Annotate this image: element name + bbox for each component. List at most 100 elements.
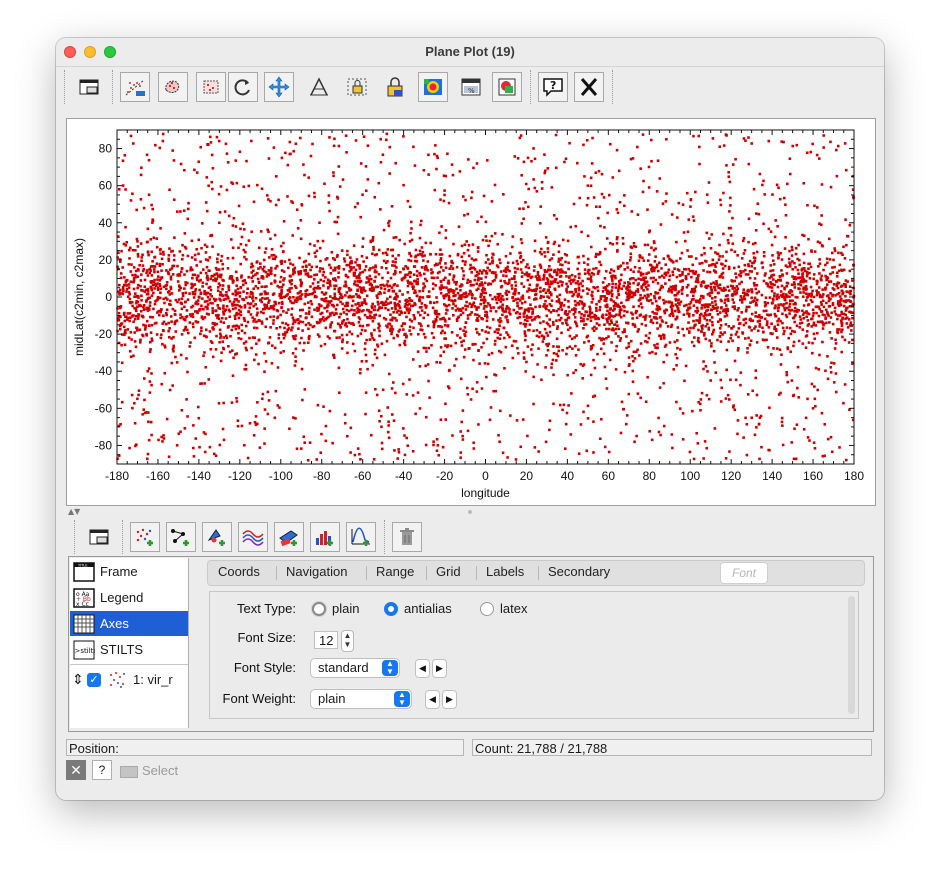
data-point [734,272,737,275]
rotate-icon[interactable] [228,72,258,102]
data-point [402,276,405,280]
data-point [277,333,281,336]
data-point [559,280,562,283]
axis-lock-icon[interactable] [304,72,334,102]
data-point [602,196,606,199]
data-point [235,284,238,288]
data-point [670,213,674,216]
data-point [444,276,447,280]
data-point [170,267,174,270]
density-icon[interactable]: % [456,72,486,102]
data-point [123,343,127,347]
data-point [544,291,548,295]
close-icon[interactable] [574,72,604,102]
data-point [492,389,495,393]
data-point [117,311,121,315]
data-point [204,258,208,261]
data-point [777,296,781,299]
data-point [293,271,297,274]
data-point [238,150,242,154]
data-point [733,287,736,290]
data-point [171,264,174,268]
data-point [369,310,373,314]
data-point [121,184,125,187]
data-point [214,309,217,312]
data-point [501,451,505,455]
data-point [767,313,771,317]
data-point [686,249,689,252]
data-point [403,339,407,343]
data-point [472,301,476,305]
data-point [279,341,283,344]
legend-icon[interactable] [418,72,448,102]
draw-region-icon[interactable] [196,72,226,102]
scale-icon[interactable] [492,72,522,102]
data-point [408,302,411,306]
aspect-lock-icon[interactable] [342,72,372,102]
data-point [454,309,458,312]
data-point [174,319,178,323]
data-point [613,275,617,279]
data-point [303,269,306,272]
data-point [406,199,410,203]
data-point [641,296,645,300]
data-point [118,291,121,295]
draw-blob-icon[interactable] [158,72,188,102]
data-point [226,256,230,260]
plot-panel[interactable]: -180 -160 -140 -120 -100 -80 -60 -40 -20 0 20 40 60 8… [66,118,876,506]
data-point [416,278,419,281]
subset-from-visible-icon[interactable] [120,72,150,102]
data-point [794,457,798,461]
data-point [753,327,756,330]
data-point [543,327,547,331]
data-point [378,329,381,333]
data-point [194,258,197,261]
data-point [462,329,465,332]
window-minimize-button[interactable] [84,46,96,58]
data-point [243,279,247,282]
data-point [678,407,682,410]
data-point [540,180,544,184]
data-point [431,282,435,286]
data-point [802,304,806,307]
help-icon[interactable]: ? [538,72,568,102]
data-point [464,304,467,308]
scatter-plot[interactable]: -180 -160 -140 -120 -100 -80 -60 -40 -20 0 20 40 60 8… [67,119,875,505]
data-point [620,273,623,277]
data-point [688,302,691,306]
data-point [647,284,650,287]
data-point [449,264,453,268]
lock-icon[interactable] [380,72,410,102]
replot-icon[interactable] [74,72,104,102]
data-point [783,308,787,312]
data-point [700,281,704,284]
data-point [213,323,217,327]
data-point [370,305,374,308]
data-point [257,267,260,270]
data-point [296,292,300,295]
data-point [152,280,156,284]
data-point [413,302,416,305]
navigate-icon[interactable] [264,72,294,102]
window-close-button[interactable] [64,46,76,58]
data-point [229,334,232,338]
data-point [205,312,209,316]
data-point [360,360,364,363]
data-point [615,344,618,348]
data-point [404,332,407,336]
data-point [353,309,356,312]
data-point [336,266,340,269]
data-point [164,296,168,300]
data-point [696,309,700,313]
data-point [832,381,836,384]
data-point [192,455,196,458]
data-point [242,185,246,189]
data-point [237,325,240,328]
window-zoom-button[interactable] [104,46,116,58]
data-point [459,377,463,381]
data-point [206,278,210,282]
data-point [471,243,475,246]
data-point [307,310,311,313]
data-point [736,318,740,321]
data-point [146,274,150,277]
